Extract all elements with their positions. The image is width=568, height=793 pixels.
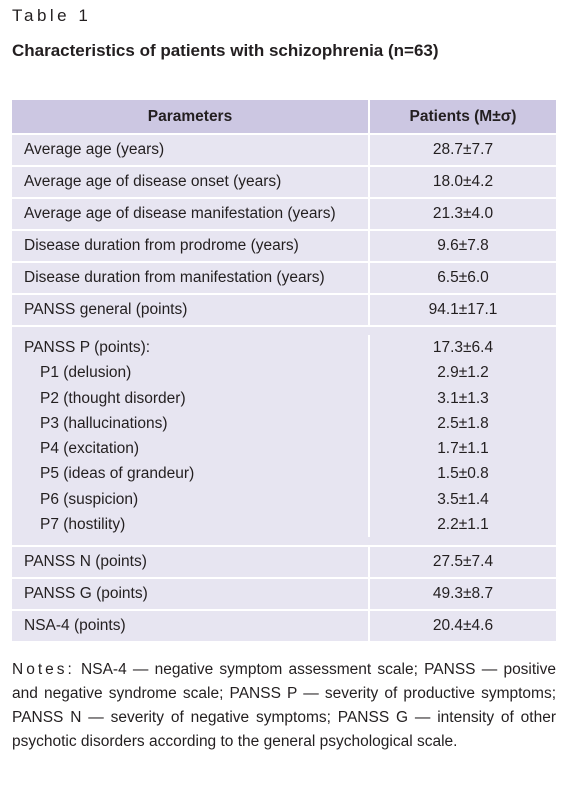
table-row: Disease duration from prodrome (years) 9.… [12, 231, 556, 263]
column-header: Parameters [12, 100, 370, 133]
value: 94.1±17.1 [428, 301, 498, 318]
parameter: PANSS G (points) [12, 579, 370, 610]
table-label: Table 1 [12, 6, 92, 25]
sub-value: 1.5±0.8 [437, 465, 489, 483]
sub-parameter: P5 (ideas of grandeur) [40, 465, 195, 483]
parameter: NSA-4 (points) [12, 611, 370, 642]
parameter: Disease duration from manifestation (yea… [12, 263, 370, 293]
value: 27.5±7.4 [432, 553, 494, 571]
value: 17.3±6.4 [432, 339, 494, 356]
parameter: PANSS N (points) [12, 547, 370, 578]
value-cell: 17.3±6.4 2.9±1.2 3.1±1.3 2.5±1.8 1.7±1.1 1.5±… [370, 335, 556, 537]
parameter: PANSS P (points): [24, 339, 151, 356]
notes: Notes: NSA-4 — negative symptom assessme… [12, 658, 556, 754]
sub-parameter: P7 (hostility) [40, 516, 126, 534]
notes-text: NSA-4 — negative symptom assessment scal… [12, 661, 556, 750]
value: 6.5±6.0 [437, 269, 489, 286]
sub-value: 3.5±1.4 [437, 490, 489, 508]
parameter: Disease duration from prodrome (years) [12, 231, 370, 261]
table: Parameters Patients (M±σ) Average age (y… [12, 100, 556, 644]
sub-value: 2.9±1.2 [437, 364, 489, 382]
table-row: Average age (years) 28.7±7.7 [12, 135, 556, 167]
sub-parameter: P2 (thought disorder) [40, 389, 186, 407]
table-row: PANSS general (points) 94.1±17.1 [12, 295, 556, 327]
value: 28.7±7.7 [432, 141, 494, 158]
sub-parameter: P4 (excitation) [40, 440, 140, 458]
table-row: NSA-4 (points) 20.4±4.6 [12, 611, 556, 644]
table-row: Disease duration from manifestation (yea… [12, 263, 556, 295]
parameter: Average age (years) [12, 135, 370, 165]
value: 18.0±4.2 [432, 173, 494, 190]
header-row: Parameters Patients (M±σ) [12, 100, 556, 135]
sub-value: 3.1±1.3 [437, 389, 489, 407]
sub-value: 2.5±1.8 [437, 414, 489, 432]
sub-parameter: P3 (hallucinations) [40, 414, 168, 432]
table-row: PANSS N (points) 27.5±7.4 [12, 547, 556, 580]
notes-label: Notes: [12, 661, 75, 678]
table-row: Average age of disease manifestation (ye… [12, 199, 556, 231]
sub-value: 2.2±1.1 [437, 516, 489, 534]
column-header: Patients (M±σ) [409, 107, 517, 125]
value: 21.3±4.0 [432, 205, 494, 222]
sub-parameter: P6 (suspicion) [40, 490, 139, 508]
parameter: PANSS general (points) [12, 295, 370, 325]
value: 20.4±4.6 [432, 617, 494, 635]
table-title: Characteristics of patients with schizop… [12, 41, 439, 60]
table-row: PANSS G (points) 49.3±8.7 [12, 579, 556, 612]
table-row: PANSS P (points): P1 (delusion) P2 (though… [12, 327, 556, 548]
value: 9.6±7.8 [437, 237, 489, 254]
sub-value: 1.7±1.1 [437, 440, 489, 458]
parameter: Average age of disease manifestation (ye… [12, 199, 370, 229]
parameter-cell: PANSS P (points): P1 (delusion) P2 (though… [12, 335, 370, 538]
value: 49.3±8.7 [432, 585, 494, 603]
sub-parameter: P1 (delusion) [40, 364, 132, 382]
parameter: Average age of disease onset (years) [12, 167, 370, 197]
table-row: Average age of disease onset (years) 18.0… [12, 167, 556, 199]
